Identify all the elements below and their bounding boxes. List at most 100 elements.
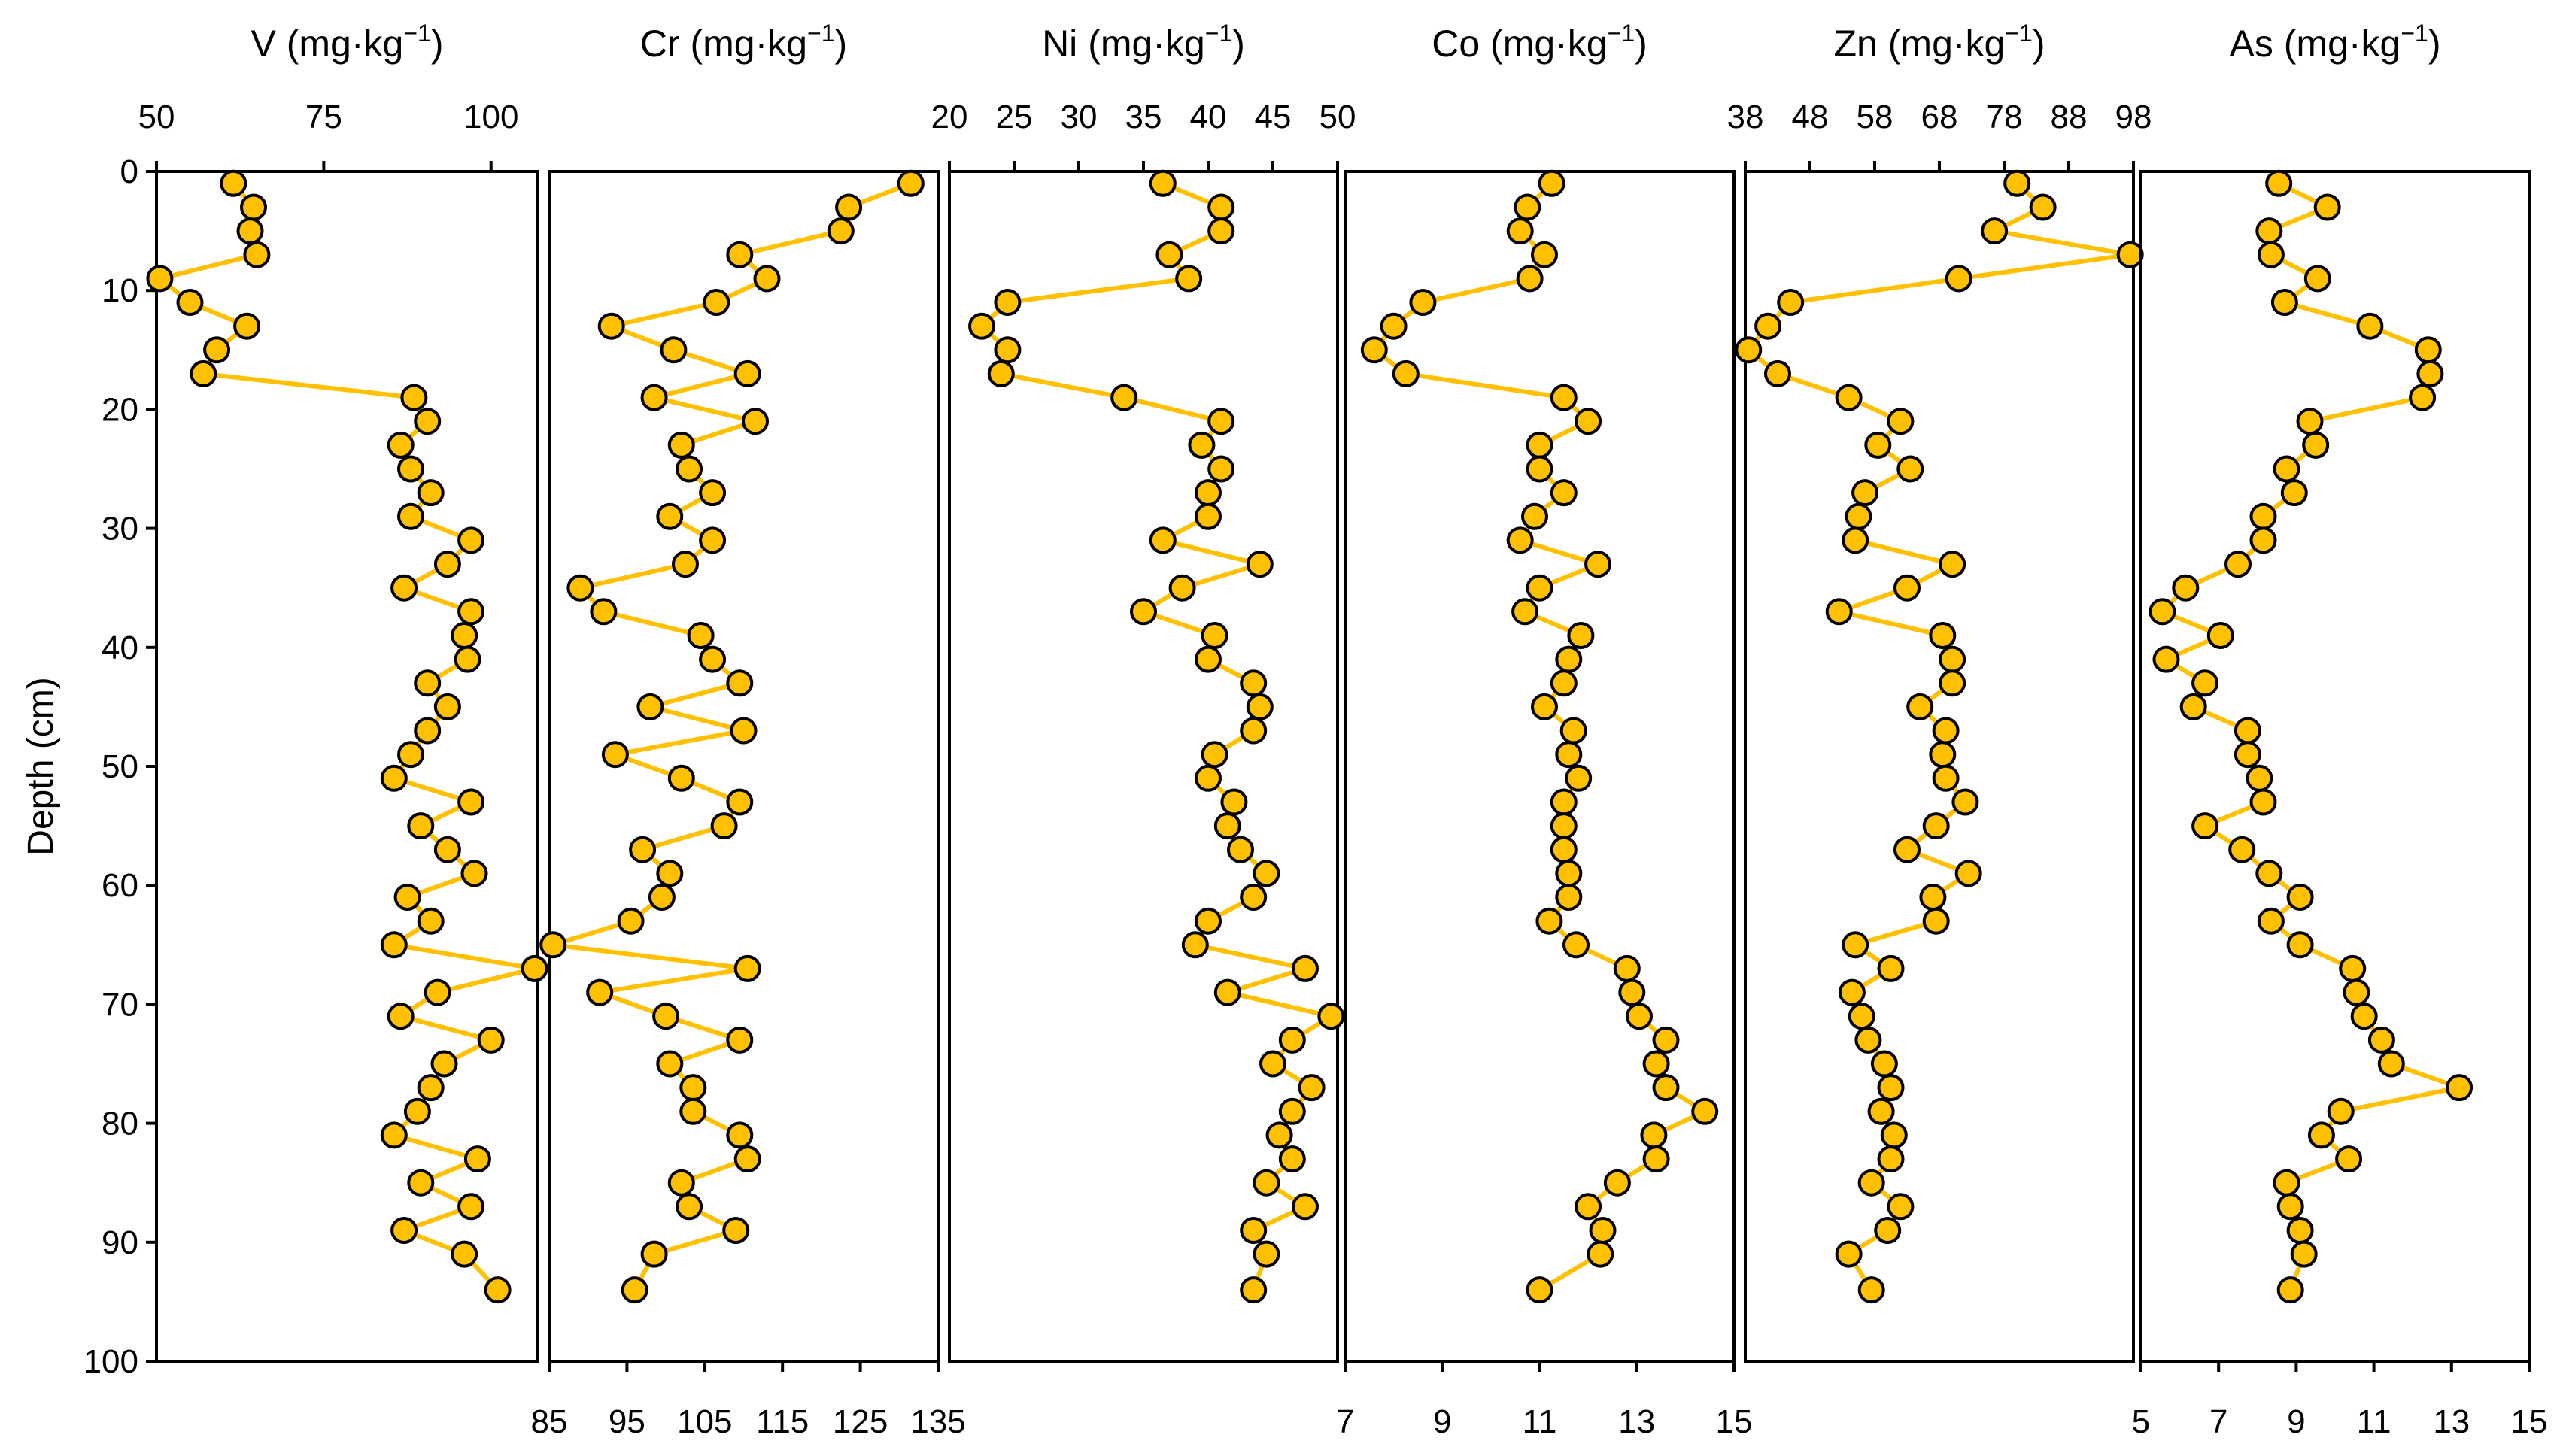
data-point-v — [433, 836, 461, 863]
data-point-cr — [726, 241, 754, 268]
data-point-zn — [1857, 1276, 1885, 1304]
depth-tick-label: 20 — [102, 391, 138, 428]
x-tick-label-top: 48 — [1792, 99, 1829, 135]
data-point-v — [240, 193, 267, 221]
data-point-ni — [1265, 1121, 1293, 1149]
data-point-as — [2206, 622, 2234, 649]
data-point-zn — [1893, 836, 1921, 863]
data-point-cr — [640, 384, 668, 411]
x-tick-label-top: 20 — [931, 99, 968, 135]
data-point-as — [2327, 1097, 2355, 1125]
data-point-as — [2343, 978, 2370, 1006]
data-point-v — [390, 1217, 418, 1244]
panel-title-unit: (mg·kg — [1088, 23, 1205, 65]
data-point-cr — [733, 954, 761, 982]
data-point-cr — [835, 193, 863, 221]
data-point-co — [1589, 1217, 1617, 1244]
data-point-cr — [621, 1276, 648, 1304]
data-point-co — [1613, 954, 1641, 982]
data-point-ni — [1195, 502, 1222, 530]
data-point-ni — [1181, 931, 1209, 959]
data-point-v — [397, 502, 424, 530]
data-point-as — [2246, 764, 2273, 792]
data-point-zn — [1922, 812, 1950, 840]
data-point-zn — [2116, 241, 2144, 268]
data-point-co — [1562, 931, 1590, 959]
data-point-co — [1531, 693, 1558, 720]
data-point-zn — [1735, 336, 1763, 364]
data-point-cr — [726, 1026, 754, 1054]
data-point-co — [1531, 241, 1558, 268]
data-point-v — [414, 408, 442, 435]
data-point-ni — [1195, 907, 1222, 935]
data-point-as — [2172, 574, 2200, 602]
data-point-zn — [1981, 217, 2009, 245]
data-point-as — [2446, 1074, 2473, 1102]
data-point-ni — [1207, 217, 1235, 245]
data-point-ni — [1278, 1145, 1306, 1173]
data-point-zn — [1932, 717, 1960, 745]
data-point-cr — [699, 526, 727, 554]
data-point-as — [2273, 455, 2300, 483]
depth-tick-label: 50 — [102, 748, 138, 785]
data-point-co — [1514, 193, 1541, 221]
data-point-v — [243, 241, 271, 268]
data-point-zn — [1954, 860, 1982, 887]
data-point-zn — [1864, 431, 1892, 459]
data-point-as — [2286, 884, 2314, 911]
data-point-zn — [1842, 931, 1869, 959]
data-point-co — [1526, 574, 1553, 602]
data-point-zn — [1945, 265, 1972, 293]
data-point-ni — [1278, 1026, 1306, 1054]
data-point-zn — [1887, 408, 1915, 435]
data-point-co — [1652, 1074, 1680, 1102]
data-point-co — [1516, 265, 1544, 293]
data-point-v — [457, 1193, 485, 1221]
data-point-zn — [1877, 954, 1905, 982]
data-point-v — [380, 764, 408, 792]
data-point-v — [477, 1026, 505, 1054]
data-point-cr — [539, 931, 567, 959]
data-point-ni — [1201, 622, 1228, 649]
data-point-v — [393, 884, 421, 911]
x-tick-label-top: 88 — [2051, 99, 2088, 135]
data-point-v — [414, 717, 442, 745]
x-tick-label-bottom: 13 — [2433, 1403, 2470, 1440]
data-point-co — [1409, 289, 1437, 316]
data-point-v — [400, 384, 428, 411]
data-point-co — [1526, 1276, 1553, 1304]
data-point-v — [521, 954, 548, 982]
data-point-zn — [1939, 551, 1966, 578]
panel-title-element: As — [2230, 23, 2284, 65]
panel-v: V (mg·kg−1) 50 75 100 — [138, 20, 548, 1363]
x-tick-label-top: 38 — [1727, 99, 1764, 135]
data-point-zn — [1764, 359, 1791, 387]
data-point-ni — [1188, 431, 1216, 459]
data-point-cr — [667, 1169, 695, 1197]
data-point-zn — [1906, 693, 1934, 720]
panel-ni: Ni (mg·kg−1) 20 25 30 35 40 45 50 — [931, 20, 1356, 1363]
data-point-v — [457, 788, 485, 816]
data-point-zn — [1929, 741, 1957, 769]
data-point-as — [2409, 384, 2437, 411]
data-point-v — [403, 1097, 431, 1125]
data-point-cr — [660, 336, 688, 364]
data-point-as — [2179, 693, 2207, 720]
panel-title-exponent: −1 — [807, 20, 834, 47]
data-point-ni — [1253, 1240, 1280, 1268]
data-point-cr — [590, 598, 618, 626]
data-point-as — [2224, 551, 2252, 578]
x-tick-label-top: 50 — [138, 99, 175, 135]
data-point-as — [2249, 788, 2277, 816]
data-point-zn — [1838, 978, 1866, 1006]
data-point-zn — [1893, 574, 1921, 602]
data-point-zn — [1857, 1169, 1885, 1197]
data-point-zn — [1877, 1145, 1905, 1173]
data-point-ni — [1149, 526, 1177, 554]
panel-title-unit: (mg·kg — [1888, 23, 2006, 65]
panel-title-element: Ni — [1042, 23, 1088, 65]
data-point-v — [417, 1074, 445, 1102]
y-axis-label: Depth (cm) — [21, 677, 61, 855]
data-point-zn — [1922, 907, 1950, 935]
